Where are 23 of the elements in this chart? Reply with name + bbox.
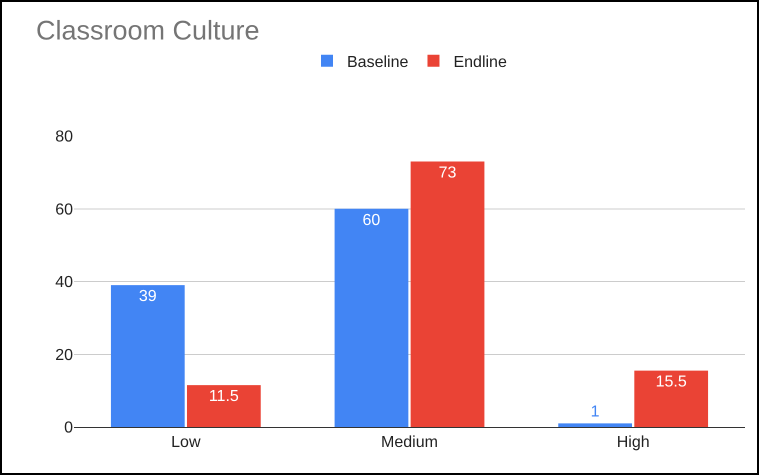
data-label: 15.5 (656, 374, 687, 391)
x-tick-label: Medium (381, 434, 438, 452)
x-tick-label: High (616, 434, 650, 452)
y-tick-label: 60 (55, 201, 74, 218)
bar (186, 385, 261, 427)
chart-title: Classroom Culture (36, 16, 260, 46)
y-tick-label: 0 (64, 420, 74, 437)
legend-label: Baseline (347, 54, 408, 71)
y-tick-label: 20 (55, 346, 74, 364)
bar (410, 161, 484, 427)
bar (334, 208, 408, 427)
bar (110, 285, 185, 427)
bar (558, 423, 632, 427)
legend-label: Endline (453, 54, 507, 71)
data-label: 1 (590, 403, 600, 420)
x-tick-label: Low (171, 434, 201, 452)
data-label: 73 (438, 164, 456, 182)
y-tick-label: 80 (55, 128, 74, 146)
y-tick-label: 40 (55, 274, 74, 292)
data-label: 11.5 (208, 388, 239, 406)
bar (634, 370, 708, 427)
data-label: 39 (138, 288, 157, 306)
data-label: 60 (362, 212, 380, 229)
